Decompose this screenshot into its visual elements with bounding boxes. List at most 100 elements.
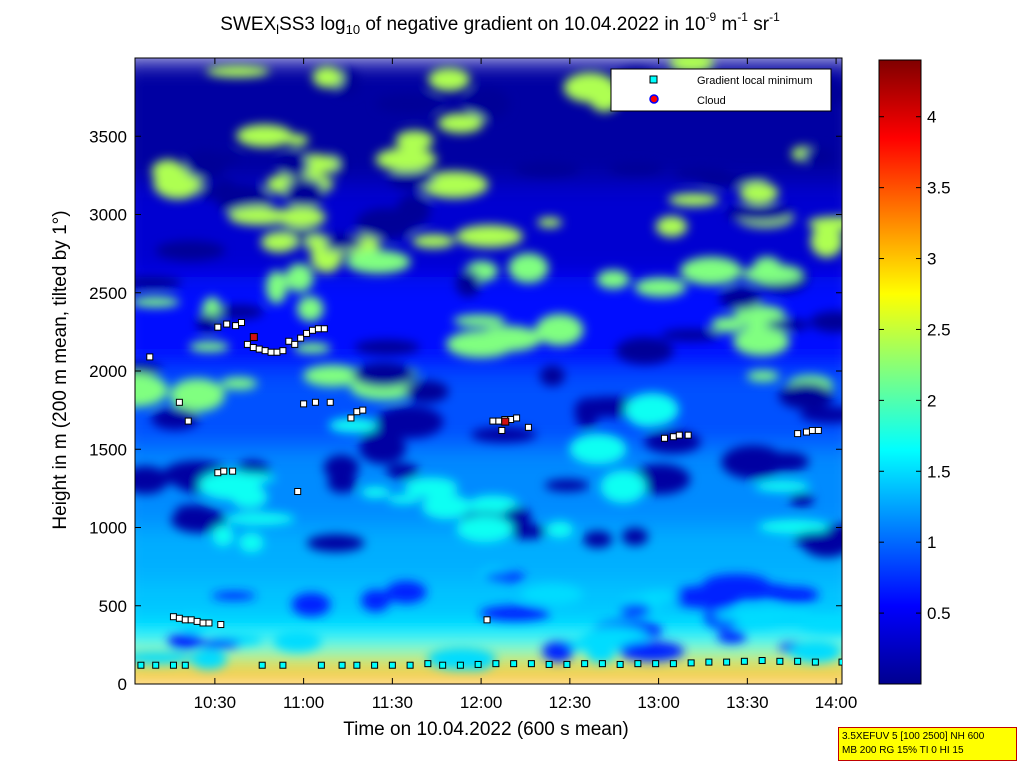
- x-tick-label: 13:30: [726, 693, 769, 712]
- heat-blob: [291, 592, 331, 617]
- heat-blob: [615, 337, 674, 365]
- gradient-local-minimum-marker: [199, 619, 207, 627]
- gradient-local-minimum-marker: [388, 661, 396, 669]
- heat-blob: [453, 314, 506, 327]
- heat-blob: [220, 377, 258, 390]
- heat-blob: [135, 362, 162, 375]
- gradient-local-minimum-marker: [223, 320, 231, 328]
- cloud-marker: [501, 417, 510, 426]
- heat-blob: [317, 234, 363, 251]
- heat-blob: [771, 586, 820, 604]
- y-tick-label: 500: [99, 597, 127, 616]
- gradient-local-minimum-marker: [439, 661, 447, 669]
- colorbar-tick-label: 3: [927, 250, 936, 269]
- gradient-local-minimum-marker: [803, 428, 811, 436]
- heat-blob: [428, 67, 470, 92]
- heat-blob: [762, 451, 810, 472]
- heat-blob: [352, 362, 415, 388]
- heat-blob: [581, 626, 649, 648]
- gradient-local-minimum-marker: [279, 661, 287, 669]
- heat-blob: [328, 417, 379, 433]
- heat-blob: [465, 86, 510, 121]
- colorbar-tick-label: 2: [927, 391, 936, 410]
- gradient-local-minimum-marker: [424, 660, 432, 668]
- heat-blob: [600, 470, 647, 504]
- heat-blob: [421, 493, 471, 520]
- heat-blob: [479, 605, 551, 622]
- gradient-local-minimum-marker: [137, 661, 145, 669]
- heat-blob: [404, 380, 449, 403]
- heat-blob: [539, 365, 565, 387]
- heat-blob: [789, 493, 814, 507]
- gradient-local-minimum-marker: [273, 348, 281, 356]
- heat-blob: [680, 256, 743, 285]
- gradient-local-minimum-marker: [489, 417, 497, 425]
- gradient-local-minimum-marker: [687, 659, 695, 667]
- chart-title: SWEXlSS3 log10 of negative gradient on 1…: [220, 10, 780, 37]
- heat-band: [135, 665, 842, 684]
- gradient-local-minimum-marker: [669, 660, 677, 668]
- heat-blob: [793, 531, 842, 548]
- heat-blob: [596, 269, 630, 289]
- heat-blob: [169, 378, 225, 412]
- legend-label-cloud: Cloud: [697, 95, 726, 107]
- gradient-local-minimum-marker: [353, 661, 361, 669]
- heat-blob: [312, 66, 342, 88]
- colorbar-tick-label: 2.5: [927, 320, 951, 339]
- heat-blob: [655, 216, 688, 237]
- heat-blob: [673, 166, 730, 179]
- heat-blob: [467, 495, 519, 515]
- y-tick-label: 1000: [89, 519, 127, 538]
- gradient-local-minimum-marker: [311, 398, 319, 406]
- heat-blob: [167, 633, 203, 650]
- gradient-local-minimum-marker: [456, 661, 464, 669]
- heat-blob: [634, 277, 687, 297]
- settings-line-1: 3.5XEFUV 5 [100 2500] NH 600: [842, 731, 985, 742]
- gradient-local-minimum-marker: [232, 322, 240, 330]
- heat-blob: [306, 534, 365, 552]
- heat-blob: [135, 275, 182, 290]
- heat-blob: [388, 168, 435, 190]
- settings-info-box: 3.5XEFUV 5 [100 2500] NH 600 MB 200 RG 1…: [838, 727, 1017, 761]
- heat-blob: [437, 113, 484, 134]
- heat-blob: [197, 639, 241, 649]
- gradient-local-minimum-marker: [175, 614, 183, 622]
- legend-marker-cloud: [649, 94, 659, 104]
- gradient-local-minimum-marker: [675, 431, 683, 439]
- gradient-local-minimum-marker: [255, 345, 263, 353]
- gradient-local-minimum-marker: [758, 657, 766, 665]
- gradient-local-minimum-marker: [169, 613, 177, 621]
- x-tick-label: 10:30: [194, 693, 237, 712]
- heat-blob: [520, 583, 583, 606]
- x-tick-label: 12:00: [460, 693, 503, 712]
- x-tick-label: 12:30: [549, 693, 592, 712]
- heat-blob: [196, 313, 220, 333]
- heat-blob: [734, 304, 786, 325]
- heat-blob: [569, 433, 627, 465]
- gradient-local-minimum-marker: [353, 408, 361, 416]
- heat-blob: [668, 193, 719, 207]
- gradient-local-minimum-marker: [243, 340, 251, 348]
- heat-blob: [563, 72, 617, 103]
- heat-blob: [726, 204, 794, 223]
- legend-box: [610, 68, 832, 112]
- gradient-local-minimum-marker: [527, 660, 535, 668]
- heat-blob: [799, 615, 842, 633]
- heat-blob: [175, 504, 212, 516]
- y-tick-label: 1500: [89, 440, 127, 459]
- x-tick-label: 11:00: [283, 693, 324, 712]
- y-tick-label: 3500: [89, 127, 127, 146]
- x-tick-label: 11:30: [372, 693, 413, 712]
- gradient-local-minimum-marker: [598, 660, 606, 668]
- gradient-local-minimum-marker: [205, 619, 213, 627]
- heat-blob: [278, 150, 310, 179]
- gradient-local-minimum-marker: [217, 621, 225, 629]
- y-tick-label: 2500: [89, 284, 127, 303]
- heat-blob: [801, 147, 834, 165]
- heat-blob: [387, 494, 420, 505]
- heat-blob: [810, 224, 842, 258]
- colorbar-tick-label: 3.5: [927, 179, 951, 198]
- heat-blob: [220, 473, 276, 484]
- heat-blob: [778, 382, 834, 410]
- gradient-local-minimum-marker: [175, 398, 183, 406]
